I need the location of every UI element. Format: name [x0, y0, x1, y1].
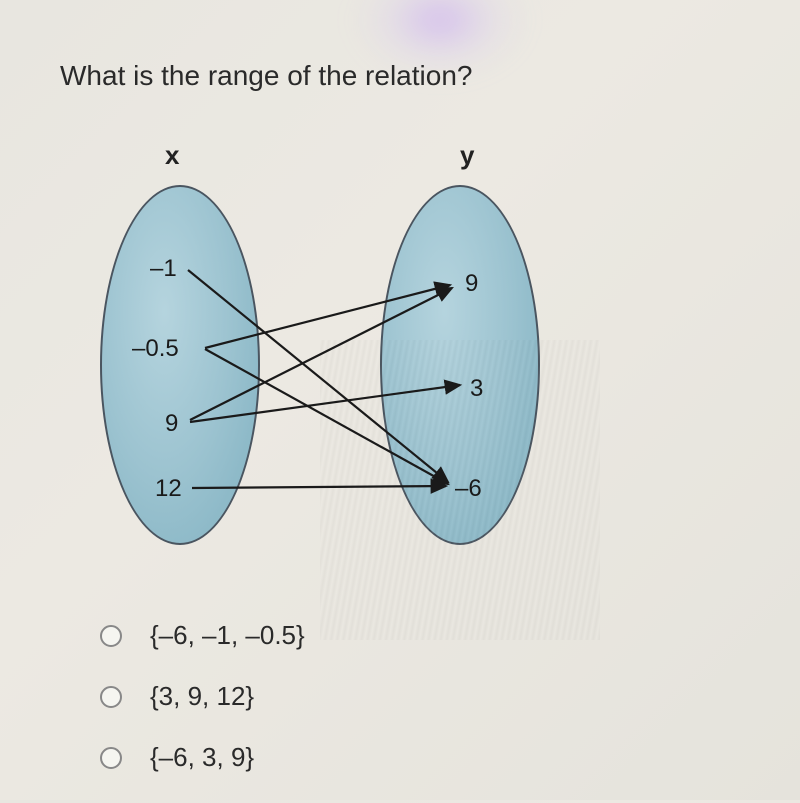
domain-value: –0.5 [132, 335, 179, 363]
option-a[interactable]: {–6, –1, –0.5} [100, 620, 305, 651]
mapping-arrow [205, 349, 448, 484]
radio-icon[interactable] [100, 686, 122, 708]
mapping-arrow [190, 288, 452, 420]
range-value: 3 [470, 375, 483, 403]
option-text: {3, 9, 12} [150, 681, 254, 712]
mapping-diagram: x y –1–0.5912 93–6 [70, 140, 570, 580]
radio-icon[interactable] [100, 625, 122, 647]
answer-options: {–6, –1, –0.5} {3, 9, 12} {–6, 3, 9} [100, 620, 305, 803]
mapping-arrow [205, 285, 450, 348]
radio-icon[interactable] [100, 747, 122, 769]
mapping-arrow [192, 486, 446, 488]
question-text: What is the range of the relation? [60, 60, 472, 92]
domain-value: 9 [165, 410, 178, 438]
mapping-arrow [188, 270, 448, 482]
range-value: –6 [455, 475, 482, 503]
domain-value: 12 [155, 475, 182, 503]
domain-value: –1 [150, 255, 177, 283]
range-value: 9 [465, 270, 478, 298]
option-b[interactable]: {3, 9, 12} [100, 681, 305, 712]
option-text: {–6, –1, –0.5} [150, 620, 305, 651]
option-text: {–6, 3, 9} [150, 742, 254, 773]
option-c[interactable]: {–6, 3, 9} [100, 742, 305, 773]
